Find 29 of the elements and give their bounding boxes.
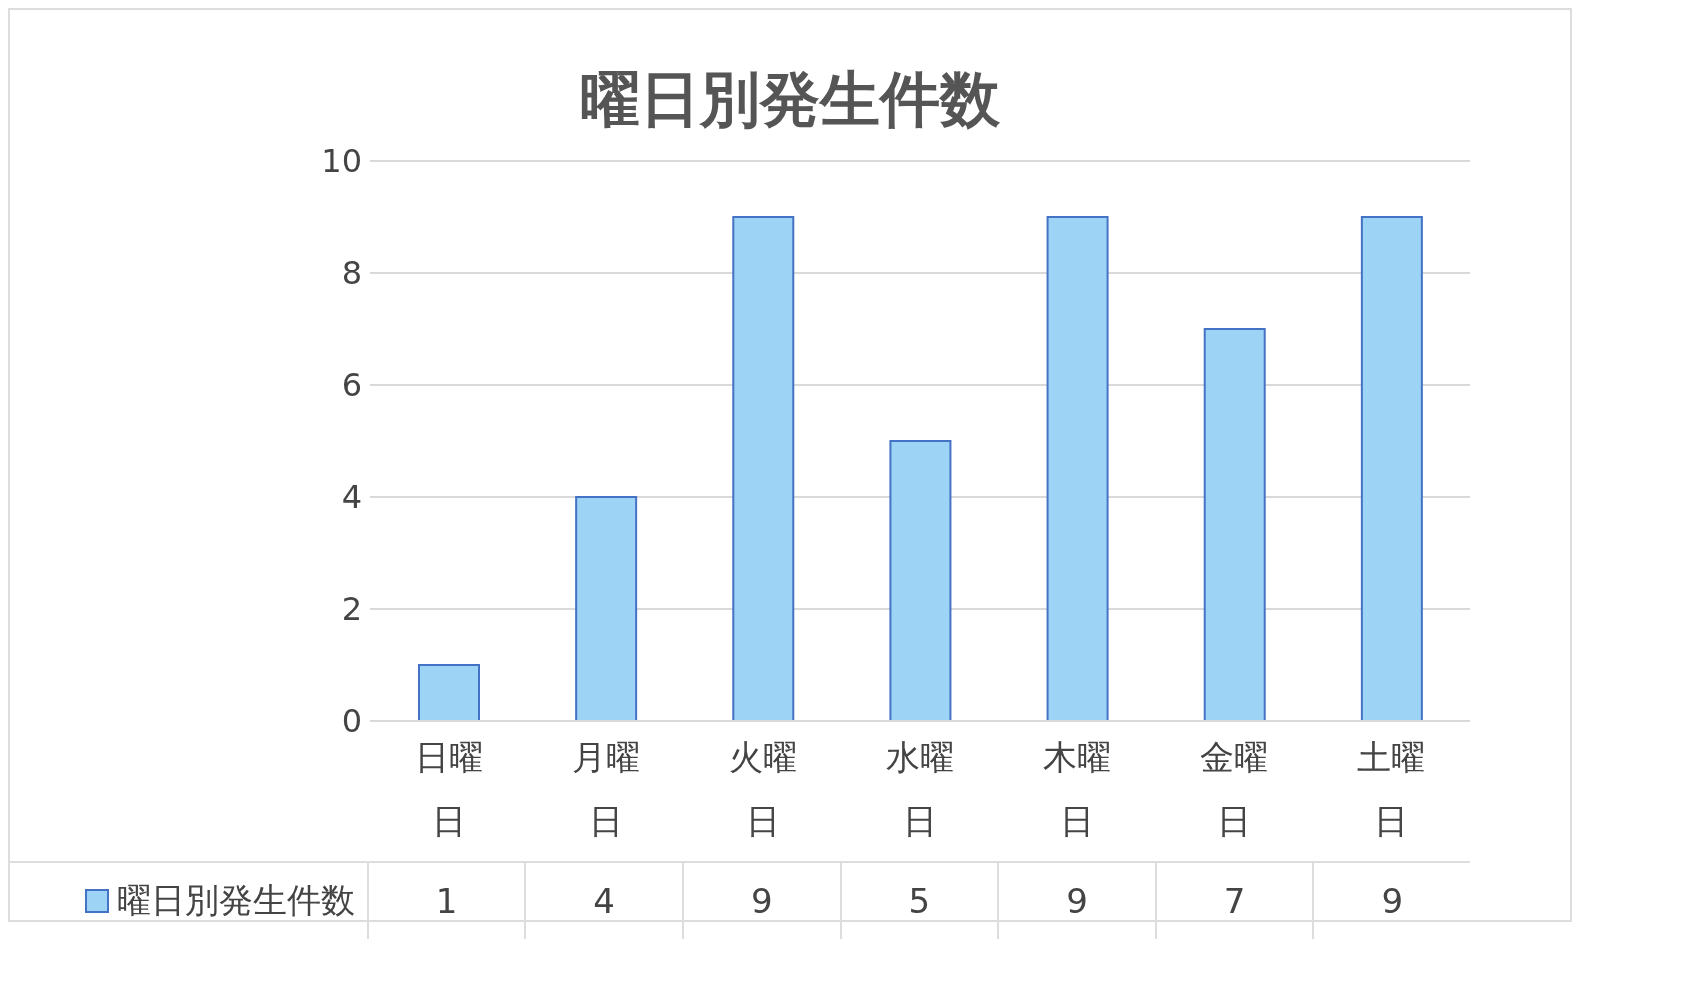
- bar: [889, 440, 952, 721]
- x-tick-label: 月曜日: [571, 737, 640, 841]
- y-tick-label: 10: [321, 142, 362, 181]
- data-label: 9: [1312, 863, 1471, 939]
- x-tick-label: 木曜日: [1043, 737, 1112, 841]
- data-label: 9: [997, 863, 1155, 939]
- legend-label: 曜日別発生件数: [115, 879, 356, 922]
- bar: [575, 496, 638, 721]
- data-label: 4: [524, 863, 682, 939]
- x-tick-label: 火曜日: [728, 737, 797, 841]
- x-tick-label: 水曜日: [886, 737, 954, 841]
- x-tick-label: 日曜日: [414, 737, 483, 841]
- bar: [1360, 216, 1423, 721]
- y-tick-label: 2: [341, 590, 362, 629]
- y-tick-label: 6: [341, 366, 362, 405]
- x-tick-label: 土曜日: [1357, 737, 1426, 841]
- y-tick-label: 4: [341, 478, 362, 517]
- bar: [732, 216, 795, 721]
- bar: [418, 664, 480, 721]
- data-label: 1: [366, 863, 525, 939]
- chart-title: 曜日別発生件数: [579, 63, 1001, 136]
- y-tick-label: 8: [341, 254, 362, 293]
- data-label: 9: [681, 863, 840, 939]
- bar: [1046, 216, 1109, 721]
- data-label: 7: [1154, 863, 1313, 939]
- bar: [1203, 328, 1266, 721]
- data-label: 5: [839, 863, 998, 939]
- y-tick-label: 0: [341, 702, 362, 741]
- x-tick-label: 金曜日: [1200, 737, 1269, 841]
